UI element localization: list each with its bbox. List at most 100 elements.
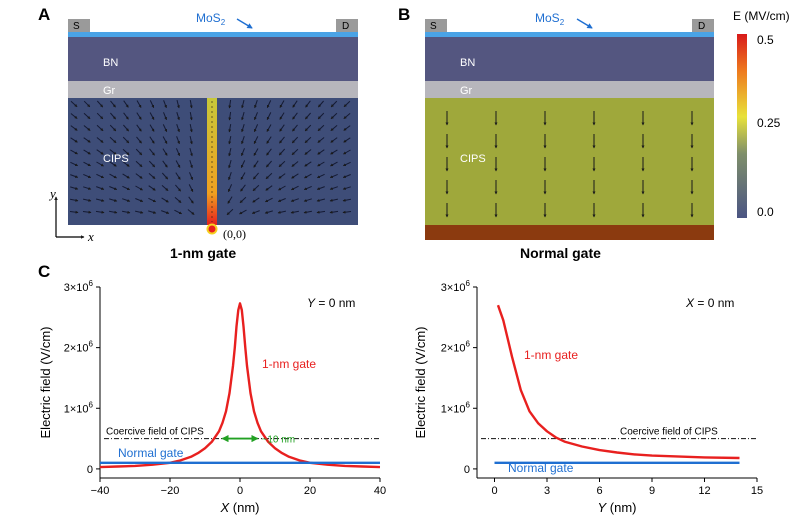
field-arrow	[70, 100, 78, 108]
field-arrow	[304, 124, 312, 132]
field-arrow	[109, 149, 117, 155]
field-arrow	[83, 149, 91, 155]
field-arrow	[266, 100, 272, 109]
field-arrow	[304, 149, 312, 155]
field-arrow	[254, 100, 258, 109]
field-arrow	[69, 198, 79, 202]
field-arrow	[149, 112, 155, 120]
field-arrow	[189, 147, 193, 157]
field-arrow	[122, 185, 131, 191]
field-arrow	[109, 198, 118, 202]
field-arrow	[95, 210, 105, 214]
field-arrow	[342, 186, 351, 190]
field-arrow	[252, 184, 260, 192]
x-tick-label: 12	[698, 485, 710, 497]
field-arrow	[264, 210, 273, 214]
panel-b-cips-label-bg	[458, 150, 490, 164]
x-tick-label: 9	[649, 485, 655, 497]
field-arrow	[148, 197, 157, 203]
field-arrow	[226, 208, 234, 216]
x-tick-label: 40	[374, 485, 386, 497]
field-arrow	[174, 209, 183, 215]
field-arrow	[149, 124, 155, 132]
field-arrow	[174, 197, 182, 203]
field-arrow	[96, 100, 104, 108]
panel-b-drain-label: D	[698, 21, 705, 32]
panel-a-gr-layer	[68, 81, 358, 98]
field-arrow	[227, 184, 233, 193]
field-arrow	[317, 137, 325, 143]
field-arrow	[175, 148, 181, 157]
y-tick-label: 2×106	[64, 340, 94, 355]
x-axis-label: X (nm)	[219, 500, 259, 515]
field-arrow	[176, 124, 180, 133]
field-arrow	[175, 184, 181, 192]
field-arrow	[241, 148, 245, 157]
field-arrow	[266, 124, 272, 132]
field-arrow	[83, 100, 91, 108]
field-arrow	[278, 148, 286, 156]
field-arrow	[109, 161, 117, 167]
field-arrow	[188, 184, 194, 193]
field-arrow	[343, 113, 351, 119]
panel-a-bn-layer	[68, 37, 358, 81]
field-arrow	[303, 185, 312, 191]
field-arrow	[292, 124, 298, 132]
field-arrow	[162, 136, 168, 144]
field-arrow	[266, 160, 272, 168]
panel-a-caption: 1-nm gate	[170, 245, 236, 261]
panel-a-letter: A	[38, 5, 50, 24]
field-arrow	[149, 100, 155, 109]
field-arrow	[317, 112, 325, 120]
field-arrow	[278, 173, 286, 179]
field-arrow	[316, 198, 326, 202]
field-arrow	[70, 125, 78, 131]
y-tick-label: 1×106	[441, 400, 471, 415]
field-arrow	[135, 160, 143, 168]
field-arrow	[318, 100, 324, 108]
panel-b-source-contact	[425, 19, 447, 32]
field-arrow	[277, 198, 286, 202]
field-arrow	[136, 112, 142, 120]
series-label-1-nm-gate: 1-nm gate	[524, 348, 578, 362]
panel-a-mos2-pointer	[236, 18, 253, 29]
field-arrow	[189, 100, 193, 109]
field-arrow	[329, 210, 339, 214]
field-arrow	[278, 185, 286, 191]
y-axis-label: Electric field (V/cm)	[413, 327, 428, 439]
field-arrow	[176, 112, 180, 121]
field-arrow	[96, 173, 105, 179]
field-arrow	[96, 112, 104, 120]
field-arrow	[317, 161, 325, 167]
field-arrow	[265, 172, 273, 180]
field-arrow	[162, 160, 168, 168]
panel-a-drain-contact	[336, 19, 358, 32]
field-arrow	[161, 172, 169, 180]
field-arrow	[161, 197, 169, 203]
field-arrow	[176, 99, 180, 109]
field-arrow	[292, 112, 298, 120]
field-arrow	[123, 112, 129, 120]
field-arrow	[329, 186, 338, 190]
field-arrow	[303, 210, 312, 214]
field-arrow	[253, 160, 259, 168]
panel-b-letter: B	[398, 5, 410, 24]
x-tick-label: 6	[596, 485, 602, 497]
panel-a-mos2-layer	[68, 32, 358, 37]
field-arrow	[278, 160, 286, 168]
field-arrow	[123, 124, 129, 132]
field-arrow	[330, 112, 338, 120]
field-arrow	[228, 159, 232, 169]
field-arrow	[175, 172, 181, 180]
field-arrow	[188, 196, 194, 204]
field-arrow	[305, 112, 311, 120]
series-1-nm-gate	[99, 302, 381, 469]
field-arrow	[189, 172, 193, 181]
field-arrow	[228, 147, 232, 157]
x-tick-label: 0	[237, 485, 243, 497]
field-arrow	[304, 161, 312, 167]
field-arrow	[279, 112, 285, 120]
panel-b-source-label: S	[430, 21, 437, 32]
fwhm-label: ~10 nm	[262, 435, 296, 446]
